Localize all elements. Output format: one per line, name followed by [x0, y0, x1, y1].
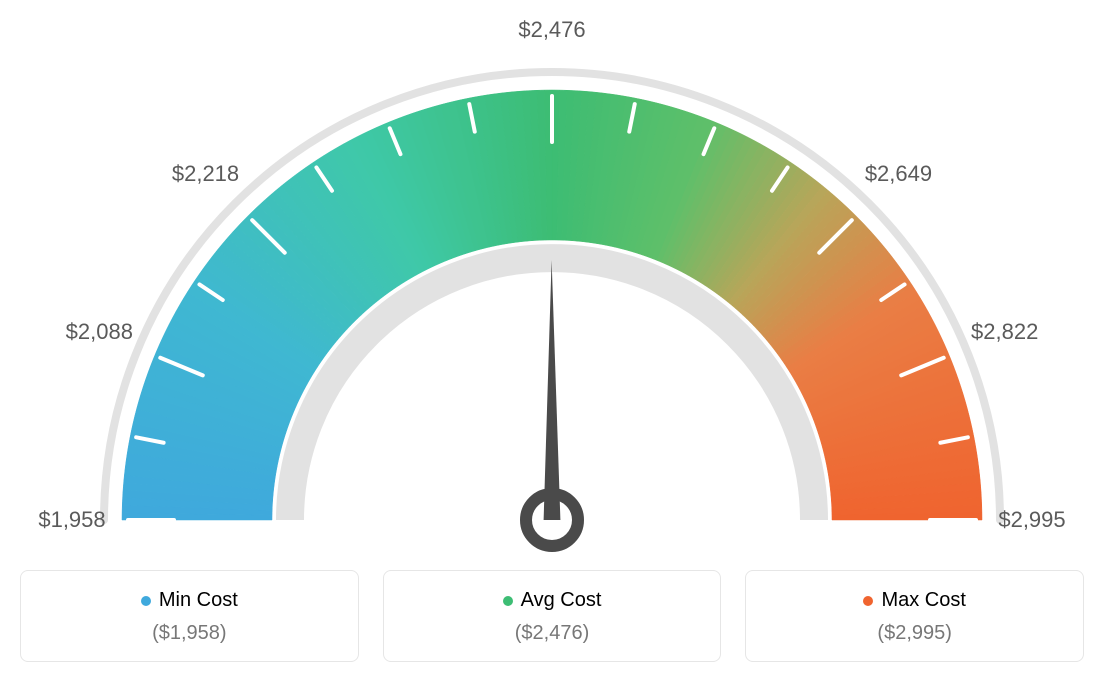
- legend-max-card: Max Cost ($2,995): [745, 570, 1084, 662]
- cost-gauge: $1,958 $2,088 $2,218 $2,476 $2,649 $2,822 $2,9…: [20, 20, 1084, 560]
- legend-max-label: Max Cost: [881, 589, 965, 612]
- legend-avg-title: Avg Cost: [503, 589, 602, 612]
- legend-max-dot: [863, 596, 873, 606]
- legend-row: Min Cost ($1,958) Avg Cost ($2,476) Max …: [20, 570, 1084, 662]
- gauge-tick-label: $1,958: [38, 507, 105, 533]
- legend-min-value: ($1,958): [31, 622, 348, 645]
- legend-avg-dot: [503, 596, 513, 606]
- legend-min-title: Min Cost: [141, 589, 238, 612]
- legend-avg-label: Avg Cost: [521, 589, 602, 612]
- legend-min-label: Min Cost: [159, 589, 238, 612]
- gauge-tick-label: $2,218: [172, 161, 239, 187]
- gauge-tick-label: $2,649: [865, 161, 932, 187]
- legend-min-card: Min Cost ($1,958): [20, 570, 359, 662]
- legend-max-title: Max Cost: [863, 589, 965, 612]
- gauge-tick-label: $2,476: [518, 17, 585, 43]
- legend-max-value: ($2,995): [756, 622, 1073, 645]
- gauge-tick-label: $2,088: [66, 319, 133, 345]
- legend-min-dot: [141, 596, 151, 606]
- gauge-tick-label: $2,995: [998, 507, 1065, 533]
- legend-avg-card: Avg Cost ($2,476): [383, 570, 722, 662]
- gauge-svg: [20, 20, 1084, 560]
- legend-avg-value: ($2,476): [394, 622, 711, 645]
- gauge-tick-label: $2,822: [971, 319, 1038, 345]
